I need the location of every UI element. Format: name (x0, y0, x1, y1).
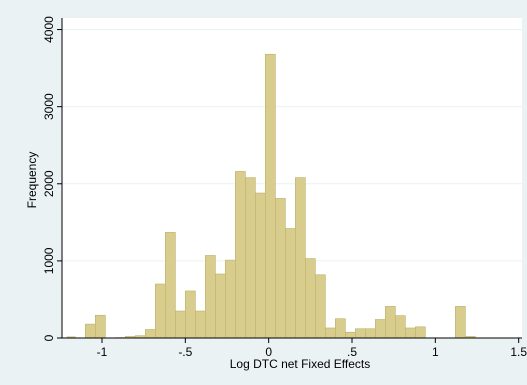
histogram-bar (275, 198, 286, 339)
histogram-bar (455, 306, 466, 339)
histogram-bar (305, 258, 316, 339)
x-tick-label: .5 (347, 345, 357, 359)
histogram-bar (145, 329, 156, 339)
y-axis-label: Frequency (25, 152, 39, 209)
histogram-bar (405, 327, 416, 339)
y-tick-label: 0 (42, 334, 56, 341)
histogram-bar (245, 177, 256, 339)
histogram-bar (175, 310, 186, 339)
x-tick-label: -1 (97, 345, 108, 359)
histogram-bar (165, 232, 176, 339)
histogram-bar (415, 326, 426, 339)
histogram-bar (335, 318, 346, 339)
x-axis-label: Log DTC net Fixed Effects (230, 357, 371, 371)
histogram-bar (155, 283, 166, 339)
histogram-bar (325, 327, 336, 339)
histogram-bar (95, 314, 106, 339)
histogram-bar (285, 228, 296, 339)
histogram-bar (385, 306, 396, 339)
axes (61, 18, 522, 339)
x-tick-label: 1 (432, 345, 439, 359)
histogram-bar (355, 328, 366, 339)
x-tick-label: 0 (265, 345, 272, 359)
grid-lines (62, 29, 522, 262)
y-axis-ticks: 0 1000 2000 3000 4000 (42, 16, 62, 341)
histogram-bar (255, 192, 266, 339)
histogram-bar (375, 319, 386, 339)
histogram-bars (66, 53, 476, 339)
histogram-bar (215, 273, 226, 339)
histogram-bar (315, 274, 326, 339)
histogram-bar (195, 310, 206, 339)
histogram-bar (235, 171, 246, 339)
x-axis-ticks: -1 -.5 0 .5 1 1.5 (97, 338, 527, 359)
x-tick-label: -.5 (178, 345, 192, 359)
y-tick-label: 2000 (42, 170, 56, 197)
x-tick-label: 1.5 (510, 345, 527, 359)
histogram-bar (85, 323, 96, 339)
y-tick-label: 4000 (42, 16, 56, 43)
histogram-bar (205, 255, 216, 339)
histogram-bar (395, 315, 406, 339)
histogram-bar (225, 259, 236, 339)
histogram-bar (365, 328, 376, 339)
y-tick-label: 3000 (42, 93, 56, 120)
histogram-bar (345, 331, 356, 339)
histogram-bar (295, 177, 306, 339)
y-tick-label: 1000 (42, 247, 56, 274)
histogram-bar (185, 290, 196, 339)
histogram-bar (265, 53, 276, 339)
